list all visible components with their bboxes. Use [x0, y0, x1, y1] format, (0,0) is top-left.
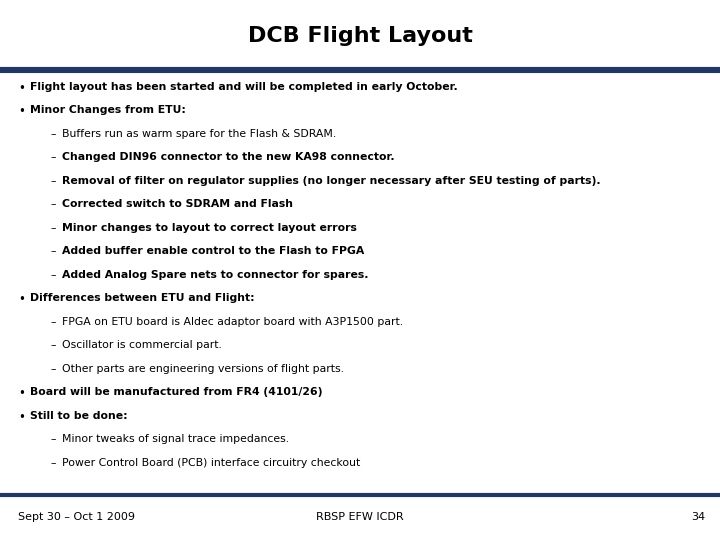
- Text: DCB Flight Layout: DCB Flight Layout: [248, 26, 472, 46]
- Text: Added Analog Spare nets to connector for spares.: Added Analog Spare nets to connector for…: [62, 270, 369, 280]
- Text: –: –: [50, 340, 55, 350]
- Text: Minor tweaks of signal trace impedances.: Minor tweaks of signal trace impedances.: [62, 434, 289, 444]
- Text: –: –: [50, 434, 55, 444]
- Text: Still to be done:: Still to be done:: [30, 411, 127, 421]
- Text: –: –: [50, 199, 55, 210]
- Text: –: –: [50, 129, 55, 139]
- Text: •: •: [18, 82, 25, 95]
- Text: –: –: [50, 152, 55, 163]
- Text: Buffers run as warm spare for the Flash & SDRAM.: Buffers run as warm spare for the Flash …: [62, 129, 336, 139]
- Text: Corrected switch to SDRAM and Flash: Corrected switch to SDRAM and Flash: [62, 199, 293, 210]
- Text: –: –: [50, 270, 55, 280]
- Text: Minor changes to layout to correct layout errors: Minor changes to layout to correct layou…: [62, 223, 357, 233]
- Text: Removal of filter on regulator supplies (no longer necessary after SEU testing o: Removal of filter on regulator supplies …: [62, 176, 600, 186]
- Text: 34: 34: [691, 512, 705, 523]
- Text: –: –: [50, 458, 55, 468]
- Text: Power Control Board (PCB) interface circuitry checkout: Power Control Board (PCB) interface circ…: [62, 458, 360, 468]
- Text: •: •: [18, 411, 25, 424]
- Text: Other parts are engineering versions of flight parts.: Other parts are engineering versions of …: [62, 364, 344, 374]
- Text: Flight layout has been started and will be completed in early October.: Flight layout has been started and will …: [30, 82, 458, 92]
- Text: –: –: [50, 364, 55, 374]
- Text: Minor Changes from ETU:: Minor Changes from ETU:: [30, 105, 186, 116]
- Text: •: •: [18, 105, 25, 118]
- Text: Added buffer enable control to the Flash to FPGA: Added buffer enable control to the Flash…: [62, 246, 364, 256]
- Text: –: –: [50, 176, 55, 186]
- Text: –: –: [50, 223, 55, 233]
- Text: •: •: [18, 387, 25, 400]
- Text: Differences between ETU and Flight:: Differences between ETU and Flight:: [30, 293, 255, 303]
- Text: Changed DIN96 connector to the new KA98 connector.: Changed DIN96 connector to the new KA98 …: [62, 152, 395, 163]
- Text: FPGA on ETU board is Aldec adaptor board with A3P1500 part.: FPGA on ETU board is Aldec adaptor board…: [62, 317, 403, 327]
- Text: •: •: [18, 293, 25, 306]
- Text: Oscillator is commercial part.: Oscillator is commercial part.: [62, 340, 222, 350]
- Text: Board will be manufactured from FR4 (4101/26): Board will be manufactured from FR4 (410…: [30, 387, 323, 397]
- Text: –: –: [50, 317, 55, 327]
- Text: Sept 30 – Oct 1 2009: Sept 30 – Oct 1 2009: [18, 512, 135, 523]
- Text: RBSP EFW ICDR: RBSP EFW ICDR: [316, 512, 404, 523]
- Text: –: –: [50, 246, 55, 256]
